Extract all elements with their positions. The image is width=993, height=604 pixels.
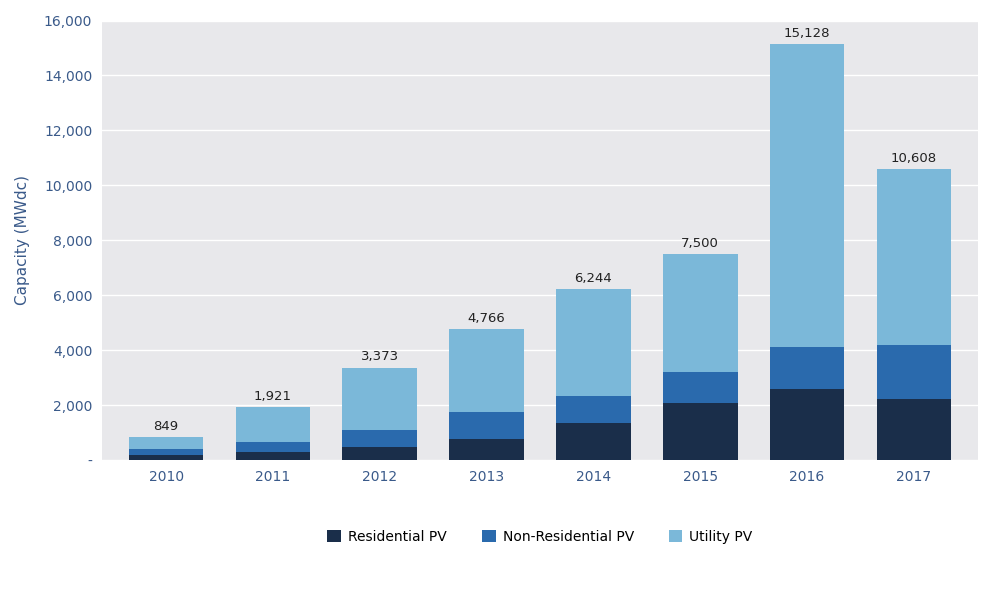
Y-axis label: Capacity (MWdc): Capacity (MWdc) <box>15 175 30 306</box>
Bar <box>449 439 524 460</box>
Bar <box>770 389 844 460</box>
Bar <box>235 443 310 452</box>
Text: 10,608: 10,608 <box>891 152 937 164</box>
Bar <box>877 169 951 345</box>
Bar <box>770 45 844 347</box>
Bar <box>343 368 417 430</box>
Bar <box>663 403 738 460</box>
Bar <box>663 254 738 372</box>
Bar <box>235 452 310 460</box>
Bar <box>129 455 204 460</box>
Bar <box>556 289 631 396</box>
Bar <box>556 396 631 423</box>
Bar <box>770 347 844 389</box>
Text: 6,244: 6,244 <box>575 272 613 284</box>
Bar <box>343 430 417 447</box>
Bar <box>877 345 951 399</box>
Text: 3,373: 3,373 <box>360 350 399 364</box>
Text: 15,128: 15,128 <box>783 27 830 40</box>
Bar <box>449 329 524 412</box>
Bar <box>343 447 417 460</box>
Legend: Residential PV, Non-Residential PV, Utility PV: Residential PV, Non-Residential PV, Util… <box>322 524 758 550</box>
Bar <box>877 399 951 460</box>
Bar <box>235 408 310 443</box>
Bar <box>129 449 204 455</box>
Text: 849: 849 <box>154 420 179 433</box>
Bar <box>129 437 204 449</box>
Bar <box>556 423 631 460</box>
Bar <box>663 372 738 403</box>
Text: 1,921: 1,921 <box>254 390 292 403</box>
Text: 7,500: 7,500 <box>681 237 719 250</box>
Text: 4,766: 4,766 <box>468 312 505 325</box>
Bar <box>449 412 524 439</box>
